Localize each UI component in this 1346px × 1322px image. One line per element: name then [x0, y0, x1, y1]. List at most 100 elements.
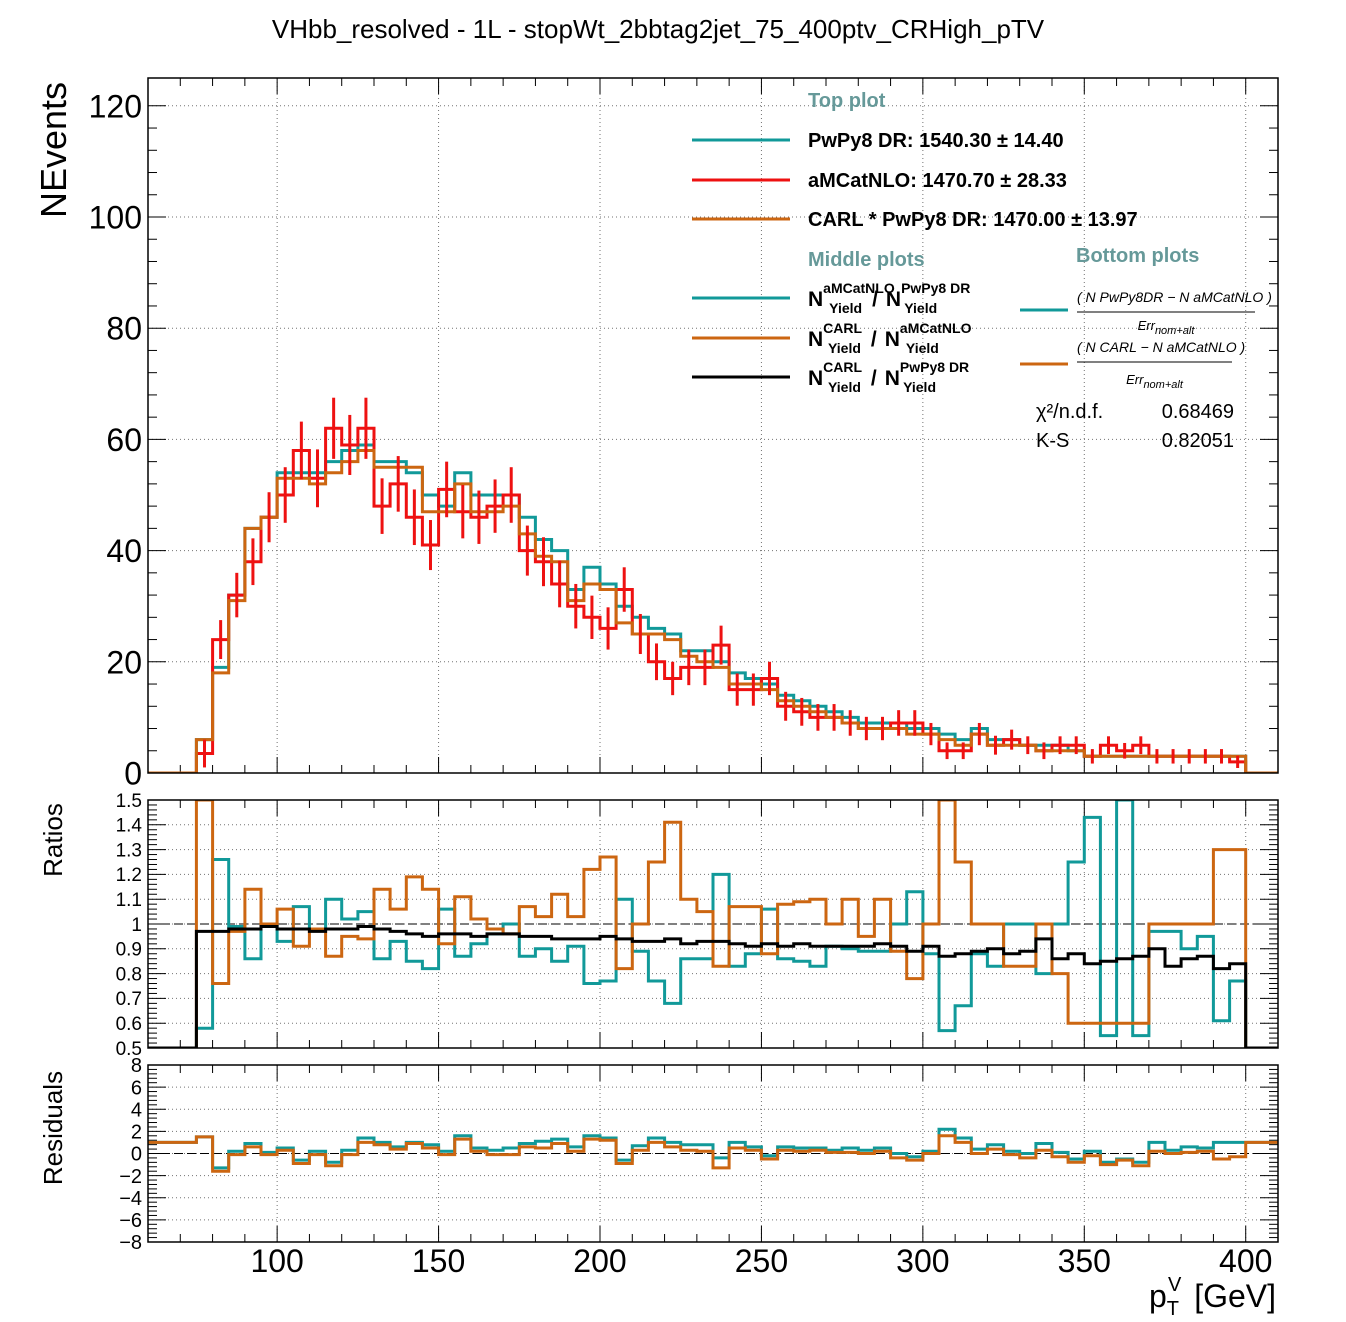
legend-sub: Yield [828, 379, 861, 395]
stats-value: 0.68469 [1162, 401, 1234, 423]
y-tick-label: 20 [106, 644, 142, 680]
legend-top-heading: Top plot [808, 90, 886, 112]
legend-top-entry: CARL * PwPy8 DR: 1470.00 ± 13.97 [808, 209, 1138, 231]
legend-bottom-numerator: ( N PwPy8DR − N aMCatNLO ) [1077, 289, 1272, 305]
series-line [148, 925, 1278, 1048]
legend-sup: PwPy8 DR [900, 359, 969, 375]
x-axis-title-sup: V [1168, 1274, 1182, 1296]
legend-middle-entry: NaMCatNLO Yield / NPwPy8 DR Yield [808, 280, 970, 316]
y-tick-label: 40 [106, 533, 142, 569]
x-axis-title-main: p [1149, 1278, 1167, 1314]
legend-sub: Yield [904, 300, 937, 316]
y-tick-label: −6 [119, 1210, 142, 1232]
stats-label: K-S [1036, 430, 1069, 452]
x-axis-title-sub: T [1167, 1298, 1179, 1320]
x-tick-label: 150 [412, 1243, 465, 1279]
x-tick-label: 200 [573, 1243, 626, 1279]
y-tick-label: 1.5 [116, 791, 142, 812]
y-tick-label: −8 [119, 1232, 142, 1254]
x-axis-title: pTV [GeV] [1149, 1274, 1276, 1320]
panel-frame [147, 1064, 1279, 1243]
legend-bottom-denominator: Errnom+alt [1138, 318, 1196, 337]
legend-n: N [885, 367, 900, 390]
y-tick-label: 1.4 [116, 816, 143, 837]
panel-frame [147, 77, 1279, 774]
legend-n: N [885, 328, 900, 351]
legend-bottom-numerator: ( N CARL − N aMCatNLO ) [1077, 339, 1245, 355]
legend-sub: Yield [906, 340, 939, 356]
x-tick-label: 350 [1058, 1243, 1111, 1279]
legend-n: N [808, 328, 823, 351]
legend-slash: / [871, 328, 877, 351]
legend-sup: aMCatNLO [900, 320, 972, 336]
y-tick-label: 0.7 [116, 989, 142, 1010]
y-tick-label: −4 [119, 1188, 142, 1210]
legend-n: N [808, 367, 823, 390]
legend-middle-entry: NCARL Yield / NPwPy8 DR Yield [808, 359, 969, 395]
legend-top-entry: aMCatNLO: 1470.70 ± 28.33 [808, 170, 1067, 192]
y-tick-label: 1.1 [116, 890, 142, 911]
x-axis-title-unit: [GeV] [1185, 1278, 1276, 1314]
legend-err-sub: nom+alt [1155, 325, 1195, 337]
legend-n: N [886, 288, 901, 311]
legend-sub: Yield [828, 340, 861, 356]
legend-middle-heading: Middle plots [808, 249, 925, 271]
chart-title: VHbb_resolved - 1L - stopWt_2bbtag2jet_7… [272, 14, 1045, 44]
legend-sub: Yield [903, 379, 936, 395]
y-axis-title: Residuals [38, 1071, 68, 1185]
series-line [148, 449, 1278, 773]
legend-sup: aMCatNLO [823, 280, 895, 296]
error-bars [203, 397, 1240, 768]
y-tick-label: 0.5 [116, 1039, 142, 1060]
legend-top-entry: PwPy8 DR: 1540.30 ± 14.40 [808, 130, 1064, 152]
series-group [148, 1127, 1278, 1173]
legend-sup: CARL [823, 320, 862, 336]
y-tick-label: 0.6 [116, 1014, 142, 1035]
series-group [148, 397, 1278, 773]
legend-sub: Yield [829, 300, 862, 316]
y-tick-label: 80 [106, 311, 142, 347]
y-tick-label: 0.8 [116, 964, 142, 985]
legend-sup: CARL [823, 359, 862, 375]
legend-bottom-heading: Bottom plots [1076, 245, 1199, 267]
y-tick-label: 2 [131, 1122, 142, 1144]
series-line [148, 800, 1278, 1048]
y-tick-label: 0.9 [116, 940, 142, 961]
y-tick-label: 6 [131, 1077, 142, 1099]
y-tick-label: 1.2 [116, 865, 142, 886]
y-tick-label: 100 [89, 200, 142, 236]
x-tick-label: 250 [735, 1243, 788, 1279]
stats-value: 0.82051 [1162, 430, 1234, 452]
x-tick-label: 400 [1219, 1243, 1272, 1279]
y-tick-label: 0 [124, 756, 142, 792]
y-tick-label: 4 [131, 1099, 142, 1121]
panel-top: 0 20 40 60 80 100 120 NEvents [33, 77, 1279, 792]
legend-sup: PwPy8 DR [901, 280, 970, 296]
x-tick-label: 100 [250, 1243, 303, 1279]
legend-middle-entry: NCARL Yield / NaMCatNLO Yield [808, 320, 972, 356]
legend-bottom-denominator: Errnom+alt [1126, 372, 1184, 391]
y-tick-label: 0 [131, 1144, 142, 1166]
y-axis-title: NEvents [33, 82, 74, 218]
axis-ticks [148, 1064, 1279, 1243]
y-tick-label: 120 [89, 88, 142, 124]
y-tick-label: 1.3 [116, 840, 142, 861]
series-line [148, 426, 1278, 773]
legend-n: N [808, 288, 823, 311]
panel-frame [147, 799, 1279, 1049]
legend-slash: / [871, 367, 877, 390]
legend-err-sub: nom+alt [1143, 379, 1183, 391]
panel-middle: 0.5 0.6 0.7 0.8 0.9 1 1.1 1.2 1.3 1.4 1.5 Ratios [38, 791, 1279, 1060]
series-line [148, 1134, 1278, 1173]
legend: Top plot PwPy8 DR: 1540.30 ± 14.40 aMCatNL… [692, 90, 1272, 452]
legend-slash: / [872, 288, 878, 311]
series-group [148, 800, 1278, 1048]
y-tick-label: 1 [131, 915, 142, 936]
y-tick-label: 60 [106, 422, 142, 458]
stats-label: χ²/n.d.f. [1036, 401, 1103, 423]
y-axis-title: Ratios [38, 803, 68, 877]
legend-err: Err [1126, 372, 1144, 387]
